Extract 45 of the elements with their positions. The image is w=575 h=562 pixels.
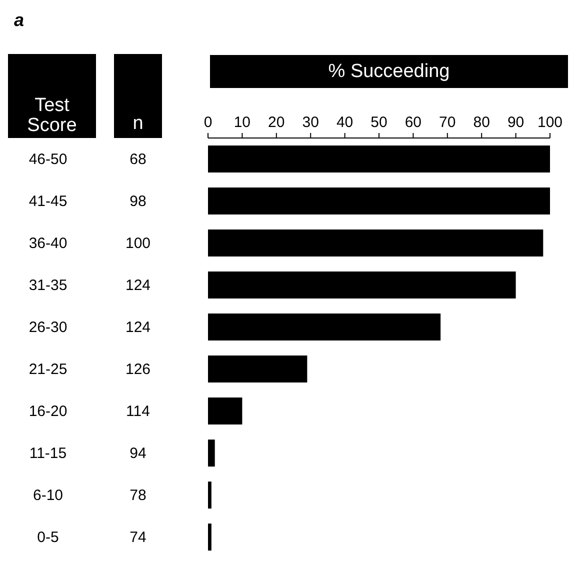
y-tick-label: 6-10 [32, 487, 64, 504]
x2-tick-label: 40 [336, 114, 354, 131]
y-tick-label: 41-45 [28, 193, 68, 210]
y-tick-label: 46-50 [28, 151, 68, 168]
text: a [14, 10, 24, 31]
bar [208, 524, 212, 551]
text: 124 [125, 277, 151, 294]
x2-tick-label: 0 [204, 114, 212, 131]
x-axis-title: % Succeeding [210, 55, 568, 88]
text: 94 [130, 445, 146, 462]
text: 100 [125, 235, 151, 252]
y-tick-label: 31-35 [28, 277, 68, 294]
bar [208, 440, 215, 467]
x2-tick-label: 70 [439, 114, 456, 131]
text: 68 [130, 151, 146, 168]
x2-tick-label: 30 [302, 114, 319, 131]
x2-tick-label: 20 [268, 114, 285, 131]
y-tick-label: 16-20 [28, 403, 68, 420]
x2-tick-label: 90 [507, 114, 524, 131]
y-tick-label: 11-15 [29, 445, 67, 462]
bar [208, 398, 242, 425]
text: n [114, 54, 162, 138]
y-tick-label: 26-30 [28, 319, 68, 336]
y-tick-label: 21-25 [28, 361, 68, 378]
bar [208, 356, 308, 383]
y-tick-label: 36-40 [28, 235, 68, 252]
x2-tick-label: 10 [234, 114, 251, 131]
y-axis-title: Test Score [8, 54, 96, 138]
text: 78 [130, 487, 146, 504]
text: 126 [125, 361, 151, 378]
y-tick-label: 0-5 [37, 529, 59, 546]
x2-tick-label: 100 [537, 114, 563, 131]
x2-tick-label: 80 [473, 114, 490, 131]
bar [208, 482, 212, 509]
text: 74 [130, 529, 146, 546]
bar [208, 272, 516, 299]
bar [208, 230, 544, 257]
text: 124 [125, 319, 151, 336]
text: 98 [130, 193, 146, 210]
x2-tick-label: 60 [404, 114, 422, 131]
x2-tick-label: 50 [370, 114, 388, 131]
bar [208, 188, 550, 215]
bar [208, 146, 550, 173]
bar [208, 314, 441, 341]
text: 114 [126, 403, 150, 420]
